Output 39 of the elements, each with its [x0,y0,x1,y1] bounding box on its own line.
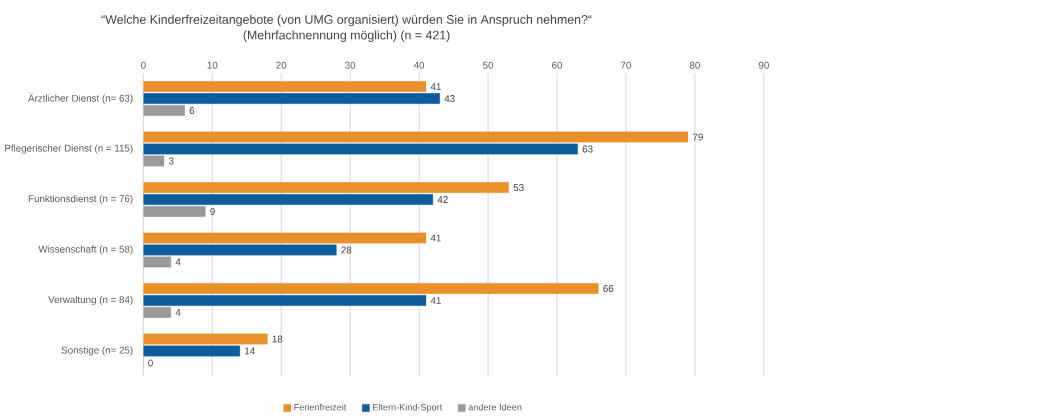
data-label: 42 [437,196,448,204]
data-label: 3 [168,157,174,165]
data-label: 41 [430,297,441,305]
data-label: 63 [582,145,593,153]
data-label: 4 [175,258,181,266]
data-label: 6 [189,107,195,115]
data-label: 41 [430,234,441,242]
chart-title: “Welche Kinderfreizeitangebote (von UMG organisiert) würden Sie in Anspruch nehmen?“ [101,14,592,27]
x-tick-label: 40 [413,62,425,69]
legend-label: Ferienfreizeit [294,403,347,411]
x-tick-label: 30 [345,62,356,69]
data-label: 14 [245,347,255,355]
data-label: 66 [603,285,614,293]
x-tick-label: 20 [276,62,287,69]
x-tick-label: 70 [621,62,631,69]
data-label: 0 [148,359,153,367]
x-tick-label: 10 [207,62,218,69]
data-label: 41 [430,83,441,91]
x-tick-label: 50 [483,62,494,69]
legend-label: andere Ideen [468,403,522,411]
data-label: 28 [341,246,352,254]
legend-label: Eltern-Kind-Sport [373,403,443,413]
data-label: 43 [444,95,455,103]
data-label: 18 [272,335,283,343]
data-label: 79 [692,133,703,141]
data-label: 4 [175,309,181,317]
x-tick-label: 60 [552,62,563,69]
x-tick-label: 90 [758,62,769,69]
y-tick-label: Wissenschaft (n = 58) [38,245,133,255]
data-label: 53 [513,184,524,192]
y-tick-label: Ärztlicher Dienst (n= 63) [28,93,133,104]
chart-subtitle: (Mehrfachnennung möglich) (n = 421) [243,30,450,43]
y-tick-label: Sonstige (n= 25) [61,346,133,356]
data-label: 9 [210,208,215,216]
x-tick-label: 80 [689,62,700,69]
y-tick-label: Verwaltung (n = 84) [48,296,133,306]
y-tick-label: Pflegerischer Dienst (n = 115) [5,144,133,154]
x-tick-label: 0 [141,62,146,69]
y-tick-label: Funktionsdienst (n = 76) [28,195,133,205]
